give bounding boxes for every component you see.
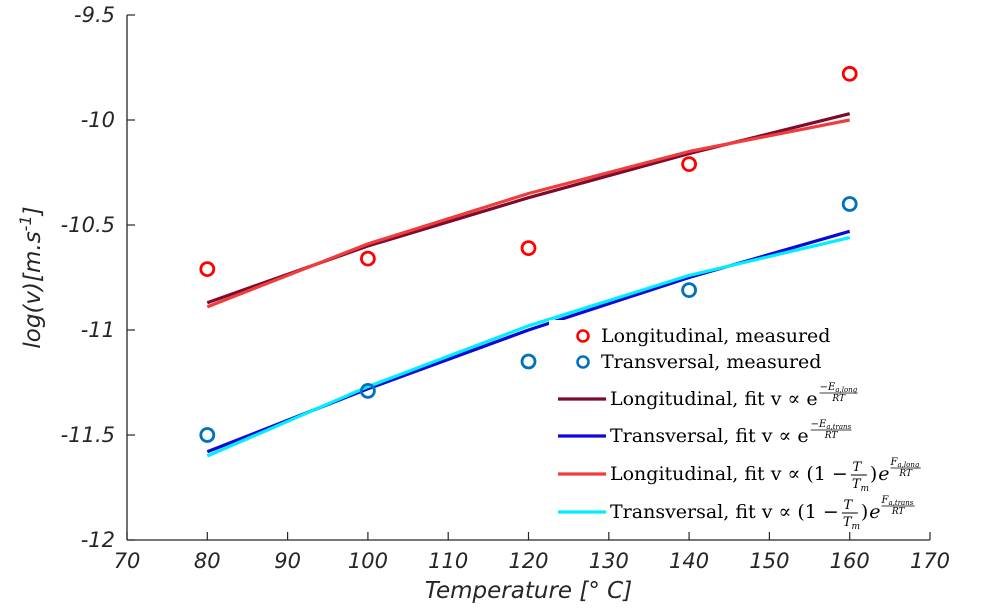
legend-exp-num: Fa,trans <box>881 495 914 507</box>
data-point <box>199 427 216 443</box>
legend-exp-den: RT <box>831 394 846 404</box>
y-tick-label: -11 <box>81 318 115 342</box>
y-axis-title: log(v)[m.s-1] <box>16 206 46 348</box>
legend-entry-0: Longitudinal, measured <box>576 325 830 347</box>
legend-frac-den: Tm <box>843 515 860 532</box>
series-layer <box>199 65 858 458</box>
legend-exp-num: Fa,long <box>890 457 920 469</box>
legend-label: Transversal, measured <box>601 351 821 373</box>
legend-frac-num: T <box>844 498 854 513</box>
legend-e: e <box>878 463 889 485</box>
legend-marker <box>576 355 590 369</box>
data-point <box>520 240 537 257</box>
legend-paren-close: ) <box>861 501 868 523</box>
x-tick-label: 100 <box>348 549 388 573</box>
series-5 <box>206 236 851 458</box>
x-tick-label: 80 <box>194 549 221 573</box>
x-axis-title: Temperature [° C] <box>425 578 632 604</box>
data-point <box>359 382 376 399</box>
legend-frac-den: Tm <box>852 477 869 494</box>
data-point <box>681 282 697 299</box>
legend-exp-den: RT <box>891 507 906 517</box>
x-tick-label: 130 <box>589 549 629 573</box>
legend-exp-den: RT <box>898 469 913 479</box>
series-line <box>206 236 851 458</box>
series-0-points <box>199 65 858 278</box>
series-4 <box>206 118 851 309</box>
legend-e: e <box>869 501 880 523</box>
legend-background <box>549 320 927 528</box>
y-axis-title-end: ] <box>20 206 46 216</box>
y-axis-title-main: log(v)[m.s <box>20 231 46 348</box>
x-tick-label: 150 <box>749 549 789 573</box>
data-point <box>520 353 537 370</box>
data-point <box>199 261 216 278</box>
legend-paren-close: ) <box>870 463 877 485</box>
legend-label: Longitudinal, fit v ∝ e <box>610 388 818 410</box>
legend-frac-num: T <box>853 460 863 475</box>
series-2 <box>206 112 851 305</box>
x-tick-label: 90 <box>274 549 301 573</box>
x-tick-label: 170 <box>910 549 950 573</box>
legend-entry-1: Transversal, measured <box>576 351 821 373</box>
legend-exp-num: −Ea,long <box>820 382 858 394</box>
data-point <box>681 156 697 173</box>
data-point <box>841 65 858 82</box>
legend-label: Transversal, fit v ∝ e <box>610 425 809 447</box>
series-line <box>206 112 851 305</box>
legend-exp-den: RT <box>824 431 839 441</box>
y-tick-label: -10 <box>81 108 115 132</box>
x-tick-label: 120 <box>508 549 548 573</box>
legend-entry-5: Transversal, fit v ∝ (1 − T Tm) eFa,transR… <box>558 495 915 532</box>
y-tick-label: -11.5 <box>61 423 115 447</box>
y-axis-title-sup: -1 <box>16 215 35 231</box>
axes: 70 80 90 100 110 120 130 140 150 160 170 -12 -11.5 -1… <box>61 3 950 573</box>
legend: Longitudinal, measured Transversal, measu… <box>549 320 927 532</box>
legend-label: Transversal, fit v ∝ (1 − <box>610 501 839 523</box>
legend-label: Longitudinal, fit v ∝ (1 − <box>610 463 848 485</box>
legend-entry-4: Longitudinal, fit v ∝ (1 − T Tm) eFa,longR… <box>558 457 921 494</box>
data-point <box>359 250 376 267</box>
legend-exp-num: −Ea,trans <box>811 419 852 431</box>
y-tick-label: -9.5 <box>74 3 115 27</box>
y-tick-label: -10.5 <box>61 213 115 237</box>
series-line <box>206 118 851 309</box>
legend-label: Longitudinal, measured <box>601 325 830 347</box>
x-tick-label: 110 <box>428 549 468 573</box>
x-tick-label: 70 <box>114 549 141 573</box>
data-point <box>841 196 858 212</box>
legend-marker <box>576 329 590 343</box>
y-tick-label: -12 <box>81 528 115 552</box>
x-tick-label: 160 <box>830 549 870 573</box>
x-tick-label: 140 <box>669 549 709 573</box>
series-1-points <box>199 196 858 443</box>
